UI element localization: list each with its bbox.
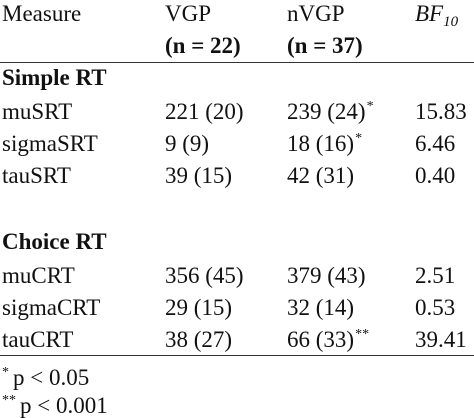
- cell-text: 18 (16): [287, 131, 355, 156]
- measure-cell: muSRT: [2, 100, 72, 123]
- nvgp-cell: 18 (16)*: [287, 131, 363, 156]
- bf-cell: 15.83: [415, 100, 467, 123]
- cell-text: 239 (24): [287, 99, 366, 124]
- footnote: ** p < 0.001: [2, 393, 108, 418]
- section-title: Simple RT: [2, 65, 107, 90]
- nvgp-cell: 239 (24)*: [287, 99, 374, 124]
- cell-text: 29 (15): [165, 295, 233, 320]
- vgp-cell: 29 (15): [165, 296, 232, 319]
- bf-cell: 0.40: [415, 164, 455, 187]
- cell-text: muCRT: [2, 263, 75, 288]
- vgp-cell: 39 (15): [165, 164, 232, 187]
- cell-text: tauCRT: [2, 327, 74, 352]
- rule: [0, 62, 474, 63]
- nvgp-cell: 42 (31): [287, 164, 354, 187]
- footnote-text: p < 0.001: [20, 393, 108, 418]
- header-measure: Measure: [2, 1, 82, 26]
- nvgp-cell: 66 (33)**: [287, 327, 370, 352]
- header-vgp: VGP: [165, 1, 212, 26]
- vgp-cell: 221 (20): [165, 100, 244, 123]
- measure-cell: tauCRT: [2, 328, 73, 351]
- cell-text: 39.41: [415, 327, 467, 352]
- footnote: * p < 0.05: [2, 365, 90, 390]
- cell-text: 9 (9): [165, 131, 210, 156]
- significance-mark: *: [355, 131, 363, 146]
- cell-text: muSRT: [2, 99, 73, 124]
- cell-text: 356 (45): [165, 263, 244, 288]
- significance-mark: *: [366, 99, 374, 114]
- nvgp-cell: 32 (14): [287, 296, 354, 319]
- bf-cell: 39.41: [415, 328, 467, 351]
- cell-text: 32 (14): [287, 295, 355, 320]
- measure-cell: tauSRT: [2, 164, 71, 187]
- section-title: Choice RT: [2, 229, 107, 254]
- header-nvgp: nVGP: [287, 1, 345, 26]
- header-bf: BF10: [415, 2, 458, 30]
- measure-cell: sigmaSRT: [2, 132, 98, 155]
- vgp-cell: 9 (9): [165, 132, 209, 155]
- measure-cell: sigmaCRT: [2, 296, 100, 319]
- significance-mark: **: [355, 327, 370, 342]
- measure-cell: muCRT: [2, 264, 75, 287]
- header-nvgp-n: (n = 37): [287, 33, 363, 58]
- bf-cell: 2.51: [415, 264, 455, 287]
- cell-text: 38 (27): [165, 327, 233, 352]
- vgp-cell: 356 (45): [165, 264, 244, 287]
- nvgp-cell: 379 (43): [287, 264, 366, 287]
- bf-cell: 6.46: [415, 132, 455, 155]
- cell-text: 2.51: [415, 263, 456, 288]
- bf-label: BF: [415, 1, 444, 26]
- footnote-mark: *: [2, 365, 9, 380]
- cell-text: tauSRT: [2, 163, 71, 188]
- cell-text: 42 (31): [287, 163, 355, 188]
- cell-text: 0.40: [415, 163, 456, 188]
- cell-text: 221 (20): [165, 99, 244, 124]
- cell-text: 379 (43): [287, 263, 366, 288]
- cell-text: 0.53: [415, 295, 456, 320]
- cell-text: 6.46: [415, 131, 456, 156]
- cell-text: 66 (33): [287, 327, 355, 352]
- footnote-mark: **: [2, 393, 16, 408]
- cell-text: sigmaSRT: [2, 131, 98, 156]
- footnote-text: p < 0.05: [13, 365, 90, 390]
- vgp-cell: 38 (27): [165, 328, 232, 351]
- rule: [0, 355, 474, 356]
- bf-subscript: 10: [443, 14, 459, 30]
- cell-text: 39 (15): [165, 163, 233, 188]
- cell-text: 15.83: [415, 99, 467, 124]
- bf-cell: 0.53: [415, 296, 455, 319]
- header-vgp-n: (n = 22): [165, 33, 241, 58]
- cell-text: sigmaCRT: [2, 295, 101, 320]
